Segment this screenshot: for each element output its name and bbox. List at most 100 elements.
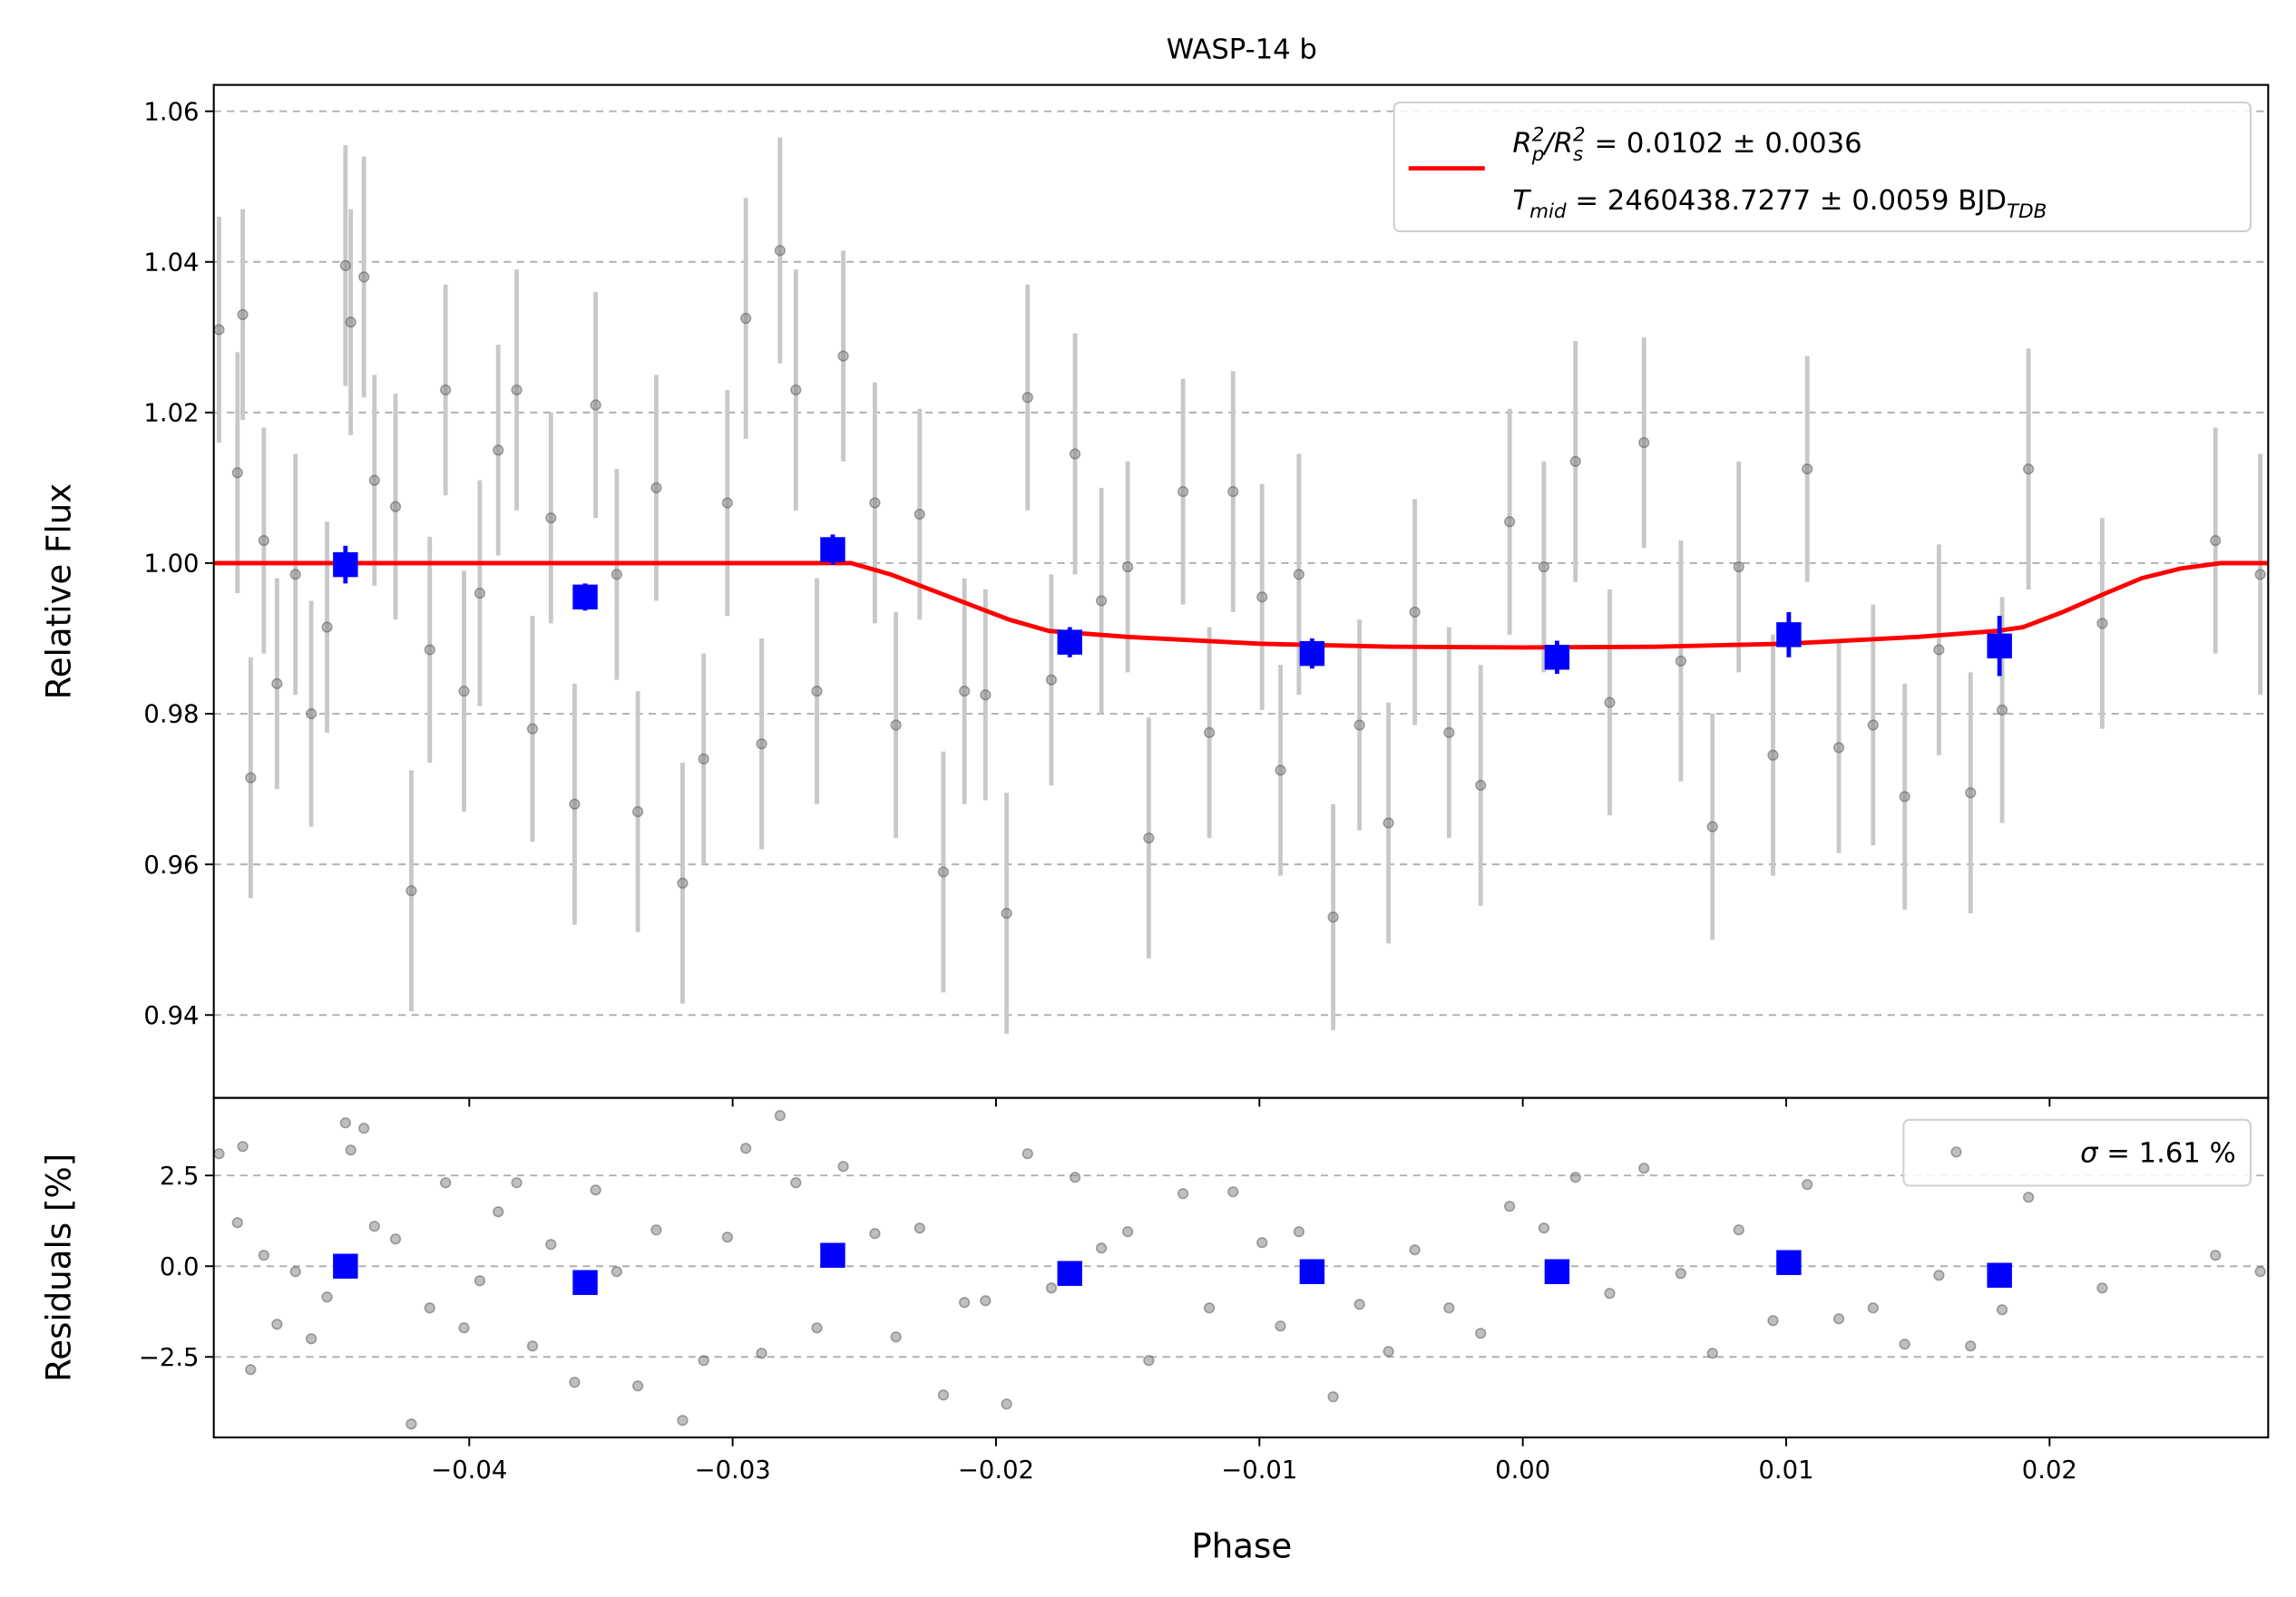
- data-point: [569, 798, 581, 810]
- data-point: [271, 1319, 283, 1330]
- data-point: [237, 308, 249, 321]
- legend-text: σ: [2080, 1138, 2099, 1170]
- data-point: [569, 1377, 581, 1388]
- data-point: [1538, 560, 1550, 573]
- data-point: [1227, 485, 1239, 498]
- data-point: [2210, 1250, 2222, 1261]
- data-point: [1933, 1270, 1945, 1281]
- data-point: [1638, 1163, 1650, 1174]
- data-point: [1604, 1288, 1616, 1300]
- data-point: [1143, 1355, 1155, 1367]
- data-point: [389, 1233, 402, 1245]
- data-point: [1382, 1346, 1394, 1358]
- data-point: [890, 1331, 902, 1343]
- data-point: [245, 1364, 257, 1376]
- x-tick-label: −0.04: [431, 1456, 507, 1485]
- data-point: [213, 1148, 225, 1160]
- legend-text: = 1.61 %: [2098, 1138, 2236, 1170]
- data-point: [1706, 1348, 1718, 1359]
- axes-frame: [212, 83, 2270, 1099]
- data-point: [545, 511, 557, 524]
- y-tick-label: 0.98: [143, 701, 199, 729]
- data-point: [1899, 1339, 1910, 1350]
- data-point: [2254, 1266, 2266, 1278]
- data-point: [650, 1224, 662, 1236]
- data-point: [959, 1297, 971, 1309]
- data-point: [611, 1266, 623, 1278]
- data-point: [358, 271, 370, 283]
- data-point: [790, 1177, 802, 1189]
- data-point: [258, 534, 269, 547]
- data-point: [1327, 911, 1339, 923]
- data-point: [837, 350, 849, 362]
- data-point: [1275, 764, 1286, 776]
- y-tick-label: 1.02: [143, 400, 199, 428]
- data-point: [1475, 1328, 1487, 1339]
- legend-text: s: [1573, 143, 1583, 166]
- data-point: [231, 467, 243, 479]
- data-point: [345, 1144, 357, 1156]
- data-point: [305, 1333, 318, 1345]
- data-point: [1275, 1320, 1286, 1332]
- data-point: [1475, 779, 1487, 792]
- data-point: [1767, 1315, 1779, 1327]
- data-point: [937, 866, 950, 878]
- data-point: [405, 885, 417, 897]
- data-point: [1733, 560, 1744, 573]
- data-point: [1504, 516, 1516, 528]
- x-tick-label: −0.03: [695, 1456, 771, 1485]
- data-point: [1832, 1313, 1845, 1325]
- data-point: [2210, 534, 2222, 547]
- data-point: [231, 1217, 243, 1229]
- data-point: [650, 482, 662, 494]
- data-point: [258, 1250, 269, 1261]
- binned-point: [1544, 645, 1570, 670]
- data-point: [526, 723, 539, 735]
- data-point: [1996, 704, 2008, 716]
- data-point: [837, 1161, 849, 1173]
- data-point: [698, 753, 709, 765]
- data-point: [1095, 1242, 1108, 1254]
- data-point: [305, 707, 318, 720]
- data-point: [611, 569, 623, 580]
- data-point: [2254, 569, 2266, 580]
- data-point: [1353, 1299, 1365, 1310]
- y-tick-label: 1.04: [143, 248, 199, 277]
- data-point: [774, 1110, 787, 1122]
- data-point: [1802, 463, 1813, 475]
- data-point: [698, 1355, 709, 1367]
- data-point: [526, 1340, 539, 1352]
- data-point: [677, 1415, 689, 1427]
- binned-point: [1776, 1250, 1802, 1275]
- legend-text: R: [1554, 128, 1573, 160]
- data-point: [424, 1302, 435, 1314]
- data-point: [1204, 1302, 1216, 1314]
- data-point: [937, 1389, 950, 1401]
- data-point: [774, 245, 787, 257]
- legend-text: = 2460438.7277 ± 0.0059 BJD: [1567, 185, 2007, 217]
- data-point: [339, 259, 351, 272]
- binned-point: [1776, 622, 1802, 648]
- data-point: [368, 474, 380, 486]
- data-point: [980, 689, 992, 701]
- data-point: [890, 719, 902, 731]
- data-point: [289, 1266, 301, 1278]
- data-point: [368, 1221, 380, 1232]
- data-point: [980, 1295, 992, 1307]
- data-point: [1996, 1304, 2008, 1316]
- legend-text: 2: [1532, 124, 1545, 147]
- data-point: [1767, 749, 1779, 761]
- data-point: [1353, 719, 1365, 731]
- x-tick-label: −0.02: [958, 1456, 1034, 1485]
- data-point: [474, 1275, 486, 1287]
- legend-box: [1392, 101, 2252, 233]
- data-point: [1569, 455, 1581, 467]
- data-point: [740, 312, 752, 325]
- binned-point: [820, 1242, 845, 1268]
- data-point: [1832, 742, 1845, 754]
- data-point: [405, 1418, 417, 1430]
- data-point: [2096, 1282, 2108, 1294]
- binned-point: [1299, 640, 1325, 667]
